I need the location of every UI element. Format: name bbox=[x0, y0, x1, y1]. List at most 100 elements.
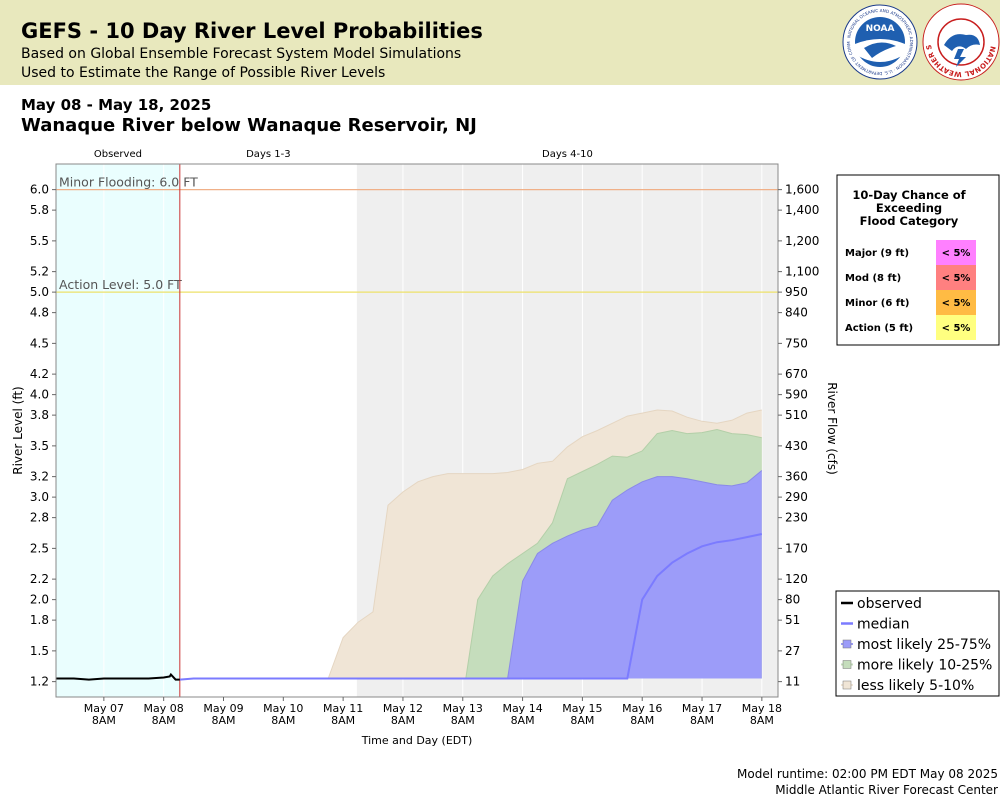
band-5-10-edge bbox=[327, 409, 762, 679]
station-name: Wanaque River below Wanaque Reservoir, N… bbox=[21, 115, 477, 136]
flow-tick-label: 170 bbox=[785, 541, 808, 555]
page-title: GEFS - 10 Day River Level Probabilities bbox=[21, 19, 483, 43]
exceedance-title-line: 10-Day Chance of bbox=[852, 188, 966, 202]
flow-tick-label: 590 bbox=[785, 388, 808, 402]
exceedance-cell bbox=[936, 265, 976, 290]
x-tick-time: 8AM bbox=[331, 714, 355, 727]
exceedance-title-line: Exceeding bbox=[876, 201, 942, 215]
y-axis-title: River Level (ft) bbox=[11, 386, 25, 474]
period-label-observed: Observed bbox=[94, 149, 142, 160]
y-tick-label: 3.8 bbox=[30, 408, 49, 422]
legend-label: less likely 5-10% bbox=[857, 678, 974, 694]
y-tick-label: 6.0 bbox=[30, 183, 49, 197]
observed-period-bg bbox=[56, 164, 180, 697]
exceedance-cell bbox=[936, 290, 976, 315]
flow-tick-label: 290 bbox=[785, 490, 808, 504]
flow-tick-label: 51 bbox=[785, 613, 800, 627]
exceedance-row-label: Action (5 ft) bbox=[845, 323, 913, 334]
y-tick-label: 5.5 bbox=[30, 234, 49, 248]
exceedance-title-line: Flood Category bbox=[860, 214, 959, 228]
exceedance-value: < 5% bbox=[942, 298, 971, 309]
observed-line bbox=[56, 672, 180, 681]
date-range: May 08 - May 18, 2025 bbox=[21, 96, 212, 114]
exceedance-cell bbox=[936, 315, 976, 340]
x-tick-label: May 17 bbox=[682, 702, 722, 715]
period-label-days-4-10: Days 4-10 bbox=[542, 149, 593, 160]
legend-label: most likely 25-75% bbox=[857, 637, 991, 653]
band-25-75-edge bbox=[507, 470, 763, 679]
exceedance-value: < 5% bbox=[942, 273, 971, 284]
flow-tick-label: 950 bbox=[785, 285, 808, 299]
flow-tick-label: 1,400 bbox=[785, 203, 819, 217]
legend-box bbox=[835, 590, 1000, 697]
x-tick-time: 8AM bbox=[211, 714, 235, 727]
flow-tick-label: 1,100 bbox=[785, 265, 819, 279]
flow-tick-label: 120 bbox=[785, 572, 808, 586]
x-tick-label: May 14 bbox=[502, 702, 542, 715]
flow-tick-label: 750 bbox=[785, 336, 808, 350]
action-level-label: Action Level: 5.0 FT bbox=[59, 277, 182, 292]
x-tick-label: May 08 bbox=[144, 702, 184, 715]
x-tick-time: 8AM bbox=[391, 714, 415, 727]
y-tick-label: 1.8 bbox=[30, 613, 49, 627]
exceedance-cell bbox=[936, 240, 976, 265]
y-tick-label: 4.8 bbox=[30, 306, 49, 320]
legend-swatch-box bbox=[842, 660, 852, 669]
flow-tick-label: 27 bbox=[785, 644, 800, 658]
x-tick-time: 8AM bbox=[152, 714, 176, 727]
plot-frame bbox=[55, 163, 779, 698]
flow-tick-label: 360 bbox=[785, 470, 808, 484]
y-tick-label: 2.5 bbox=[30, 541, 49, 555]
x-axis-title: Time and Day (EDT) bbox=[361, 734, 473, 747]
x-tick-label: May 16 bbox=[622, 702, 662, 715]
flow-tick-label: 11 bbox=[785, 675, 800, 689]
flow-tick-label: 1,600 bbox=[785, 183, 819, 197]
flow-tick-label: 1,200 bbox=[785, 234, 819, 248]
y-tick-label: 2.0 bbox=[30, 593, 49, 607]
y-tick-label: 3.2 bbox=[30, 470, 49, 484]
svg-text:NOAA: NOAA bbox=[866, 24, 895, 34]
x-tick-time: 8AM bbox=[271, 714, 295, 727]
forecast-center: Middle Atlantic River Forecast Center bbox=[775, 783, 998, 797]
y-tick-label: 2.2 bbox=[30, 572, 49, 586]
page-subtitle-2: Used to Estimate the Range of Possible R… bbox=[21, 65, 386, 81]
minor-flood-label: Minor Flooding: 6.0 FT bbox=[59, 175, 198, 190]
noaa-logo: NATIONAL OCEANIC AND ATMOSPHERIC ADMINIS… bbox=[842, 4, 918, 80]
header-banner: GEFS - 10 Day River Level Probabilities … bbox=[0, 0, 1000, 85]
y-tick-label: 1.5 bbox=[30, 644, 49, 658]
flow-tick-label: 510 bbox=[785, 408, 808, 422]
x-tick-label: May 11 bbox=[323, 702, 363, 715]
y-tick-label: 5.2 bbox=[30, 265, 49, 279]
x-tick-time: 8AM bbox=[451, 714, 475, 727]
x-tick-label: May 15 bbox=[562, 702, 602, 715]
period-label-days-1-3: Days 1-3 bbox=[246, 149, 290, 160]
band-25-75-area bbox=[507, 470, 762, 679]
x-tick-time: 8AM bbox=[92, 714, 116, 727]
legend-swatch-box bbox=[842, 639, 852, 649]
y-tick-label: 5.8 bbox=[30, 203, 49, 217]
flow-tick-label: 430 bbox=[785, 439, 808, 453]
exceedance-value: < 5% bbox=[942, 248, 971, 259]
x-tick-time: 8AM bbox=[750, 714, 774, 727]
x-tick-label: May 18 bbox=[742, 702, 782, 715]
y-tick-label: 4.5 bbox=[30, 336, 49, 350]
x-tick-label: May 09 bbox=[203, 702, 243, 715]
y-tick-label: 1.2 bbox=[30, 675, 49, 689]
exceedance-row-label: Mod (8 ft) bbox=[845, 273, 901, 284]
x-tick-time: 8AM bbox=[570, 714, 594, 727]
legend-label: observed bbox=[857, 596, 922, 612]
y-tick-label: 3.5 bbox=[30, 439, 49, 453]
y-axis-right-title: River Flow (cfs) bbox=[825, 382, 839, 475]
flow-tick-label: 840 bbox=[785, 306, 808, 320]
y-tick-label: 2.8 bbox=[30, 511, 49, 525]
median-line bbox=[179, 533, 763, 681]
band-10-25-edge bbox=[465, 428, 762, 679]
page-subtitle-1: Based on Global Ensemble Forecast System… bbox=[21, 46, 462, 62]
x-tick-time: 8AM bbox=[511, 714, 535, 727]
x-tick-label: May 13 bbox=[443, 702, 483, 715]
x-tick-time: 8AM bbox=[690, 714, 714, 727]
exceedance-row-label: Major (9 ft) bbox=[845, 248, 909, 259]
exceedance-value: < 5% bbox=[942, 323, 971, 334]
x-tick-time: 8AM bbox=[630, 714, 654, 727]
